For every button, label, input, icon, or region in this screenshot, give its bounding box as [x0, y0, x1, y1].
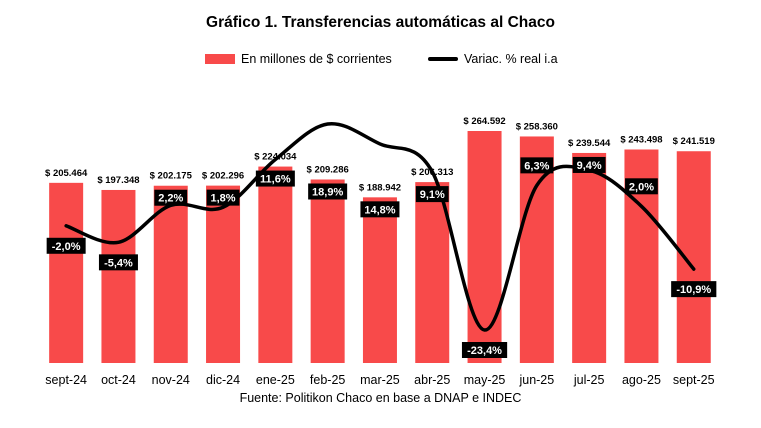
variation-label-mar-25: 14,8%	[360, 201, 400, 218]
variation-label-dic-24: 1,8%	[206, 189, 240, 206]
variation-label-text: 11,6%	[260, 174, 291, 186]
variation-label-ago-25: 2,0%	[625, 178, 658, 195]
chart-source: Fuente: Politikon Chaco en base a DNAP e…	[239, 391, 522, 405]
bar-value-label-ago-25: $ 243.498	[620, 134, 662, 145]
variation-label-nov-24: 2,2%	[154, 189, 188, 206]
x-tick-label-abr-25: abr-25	[414, 373, 450, 387]
bar-value-label-jun-25: $ 258.360	[516, 121, 558, 132]
bar-feb-25	[310, 179, 345, 363]
x-tick-label-feb-25: feb-25	[310, 373, 345, 387]
variation-label-box	[520, 157, 554, 174]
x-tick-label-jun-25: jun-25	[518, 373, 554, 387]
bar-abr-25	[415, 182, 450, 363]
bar-sept-25	[676, 151, 711, 363]
variation-label-sept-25: -10,9%	[671, 281, 717, 298]
variation-label-ene-25: 11,6%	[255, 170, 295, 187]
legend-item-line: Variac. % real i.a	[428, 52, 558, 66]
legend-label-line: Variac. % real i.a	[464, 52, 558, 66]
variation-label-box	[625, 178, 658, 195]
legend-item-bars: En millones de $ corrientes	[205, 52, 392, 66]
variation-label-box	[461, 342, 508, 358]
bar-value-label-sept-25: $ 241.519	[673, 136, 715, 147]
variation-label-text: 2,2%	[158, 193, 183, 205]
bar-may-25	[467, 131, 502, 363]
x-tick-label-jul-25: jul-25	[573, 373, 605, 387]
variation-label-text: 1,8%	[211, 193, 236, 205]
variation-label-box	[360, 201, 400, 218]
variation-label-text: 9,4%	[577, 160, 602, 172]
variation-label-text: -10,9%	[676, 284, 711, 296]
bar-value-label-sept-24: $ 205.464	[45, 168, 88, 179]
bar-value-label-feb-25: $ 209.286	[307, 164, 349, 175]
variation-label-text: -2,0%	[52, 241, 81, 253]
bar-value-label-oct-24: $ 197.348	[97, 175, 139, 186]
legend-swatch-bars	[205, 54, 235, 64]
variation-label-jun-25: 6,3%	[520, 157, 554, 174]
legend-label-bars: En millones de $ corrientes	[241, 52, 392, 66]
x-tick-label-mar-25: mar-25	[360, 373, 400, 387]
chart-title: Gráfico 1. Transferencias automáticas al…	[206, 14, 555, 31]
x-tick-label-dic-24: dic-24	[206, 373, 240, 387]
x-tick-label-nov-24: nov-24	[152, 373, 190, 387]
variation-label-feb-25: 18,9%	[308, 183, 348, 200]
bar-value-label-may-25: $ 264.592	[463, 116, 505, 127]
variation-label-text: 6,3%	[524, 160, 549, 172]
bar-nov-24	[153, 185, 188, 363]
bar-oct-24	[101, 189, 136, 363]
variation-label-box	[46, 237, 86, 254]
variation-label-box	[671, 281, 717, 298]
bar-jul-25	[572, 152, 607, 363]
variation-label-abr-25: 9,1%	[415, 186, 449, 203]
variation-label-jul-25: 9,4%	[572, 156, 606, 173]
x-tick-label-oct-24: oct-24	[101, 373, 136, 387]
x-tick-label-sept-25: sept-25	[673, 373, 715, 387]
variation-label-may-25: -23,4%	[461, 342, 508, 358]
variation-label-box	[415, 186, 449, 203]
legend: En millones de $ corrientes Variac. % re…	[0, 52, 761, 70]
variation-label-box	[255, 170, 295, 187]
variation-label-text: 9,1%	[420, 189, 445, 201]
bar-value-label-jul-25: $ 239.544	[568, 138, 611, 149]
x-tick-label-ene-25: ene-25	[256, 373, 295, 387]
bar-value-label-dic-24: $ 202.296	[202, 171, 244, 182]
bar-dic-24	[206, 185, 241, 363]
variation-label-oct-24: -5,4%	[98, 254, 138, 271]
bar-value-label-mar-25: $ 188.942	[359, 182, 401, 193]
x-tick-label-sept-24: sept-24	[45, 373, 87, 387]
x-tick-label-may-25: may-25	[464, 373, 506, 387]
variation-label-text: -5,4%	[104, 257, 133, 269]
bar-sept-24	[49, 182, 84, 363]
bar-ene-25	[258, 166, 293, 363]
bar-value-label-nov-24: $ 202.175	[150, 171, 193, 182]
bar-mar-25	[362, 197, 397, 363]
variation-label-text: 18,9%	[312, 186, 343, 198]
variation-label-text: 2,0%	[629, 181, 654, 193]
legend-swatch-line	[428, 57, 458, 61]
variation-label-box	[154, 189, 188, 206]
variation-label-text: -23,4%	[467, 345, 502, 357]
variation-label-text: 14,8%	[364, 204, 395, 216]
variation-label-sept-24: -2,0%	[46, 237, 86, 254]
variation-label-box	[98, 254, 138, 271]
variation-label-box	[572, 156, 606, 173]
x-tick-label-ago-25: ago-25	[622, 373, 661, 387]
variation-label-box	[206, 189, 240, 206]
variation-label-box	[308, 183, 348, 200]
